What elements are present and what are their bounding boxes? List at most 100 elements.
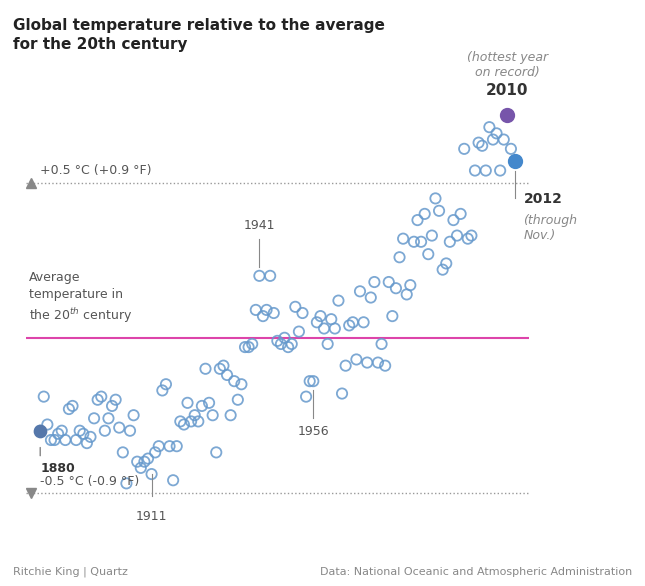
Point [293,327,304,336]
Point [506,144,516,154]
Point [312,318,322,327]
Point [348,318,358,327]
Point [387,311,397,321]
Point [222,370,232,380]
Point [53,429,63,438]
Point [373,358,383,367]
Point [251,305,261,315]
Point [434,206,444,216]
Point [215,364,225,373]
Point [510,156,520,166]
Text: +0.5 °C (+0.9 °F): +0.5 °C (+0.9 °F) [40,163,152,177]
Point [495,166,505,175]
Point [193,417,203,426]
Point [419,209,430,219]
Point [369,277,379,287]
Point [444,237,455,247]
Point [473,138,484,147]
Point [459,144,470,154]
Point [297,308,308,318]
Point [366,293,376,302]
Point [326,315,337,324]
Point [333,296,344,305]
Point [384,277,394,287]
Point [272,336,283,346]
Point [64,404,74,414]
Point [265,271,275,281]
Point [286,339,297,349]
Point [35,426,45,435]
Text: Average
temperature in
the 20$^{th}$ century: Average temperature in the 20$^{th}$ cen… [30,271,133,325]
Point [355,287,365,296]
Point [394,253,404,262]
Point [179,420,189,429]
Point [319,324,329,333]
Text: Global temperature relative to the average
for the 20th century: Global temperature relative to the avera… [13,18,385,52]
Text: 1956: 1956 [297,424,329,438]
Point [412,216,422,225]
Point [143,454,153,464]
Point [423,250,433,259]
Point [344,321,354,330]
Point [78,429,88,438]
Point [211,448,221,457]
Point [161,380,171,389]
Point [226,411,236,420]
Text: Data: National Oceanic and Atmospheric Administration: Data: National Oceanic and Atmospheric A… [320,567,632,577]
Point [208,411,218,420]
Point [60,435,70,445]
Point [427,231,437,240]
Point [341,361,351,370]
Point [172,441,182,451]
Point [491,129,502,138]
Point [39,392,49,401]
Point [405,281,415,290]
Point [430,194,441,203]
Point [240,342,250,352]
Point [290,302,301,312]
Text: (through
Nov.): (through Nov.) [524,214,577,242]
Point [157,386,168,395]
Point [204,398,214,407]
Point [308,376,319,386]
Point [229,376,239,386]
Point [462,234,473,243]
Point [57,426,67,435]
Point [502,110,513,120]
Point [89,414,99,423]
Point [391,284,401,293]
Point [380,361,390,370]
Point [441,259,451,268]
Point [71,435,81,445]
Point [128,411,139,420]
Point [139,457,150,466]
Point [121,479,132,488]
Point [322,339,333,349]
Point [201,364,211,373]
Point [82,438,92,448]
Point [502,110,513,120]
Point [114,423,124,432]
Point [107,401,117,411]
Point [510,156,520,166]
Point [283,342,293,352]
Point [168,476,178,485]
Point [484,122,495,132]
Point [183,398,193,407]
Point [481,166,491,175]
Point [75,426,85,435]
Point [398,234,408,243]
Point [352,355,362,364]
Point [42,420,52,429]
Point [377,339,387,349]
Point [110,395,121,404]
Point [146,469,157,479]
Text: -0.5 °C (-0.9 °F): -0.5 °C (-0.9 °F) [40,475,139,488]
Point [125,426,135,435]
Point [197,401,207,411]
Point [135,463,146,472]
Point [218,361,228,370]
Point [470,166,480,175]
Text: 2012: 2012 [524,192,562,206]
Text: 1880: 1880 [40,462,75,475]
